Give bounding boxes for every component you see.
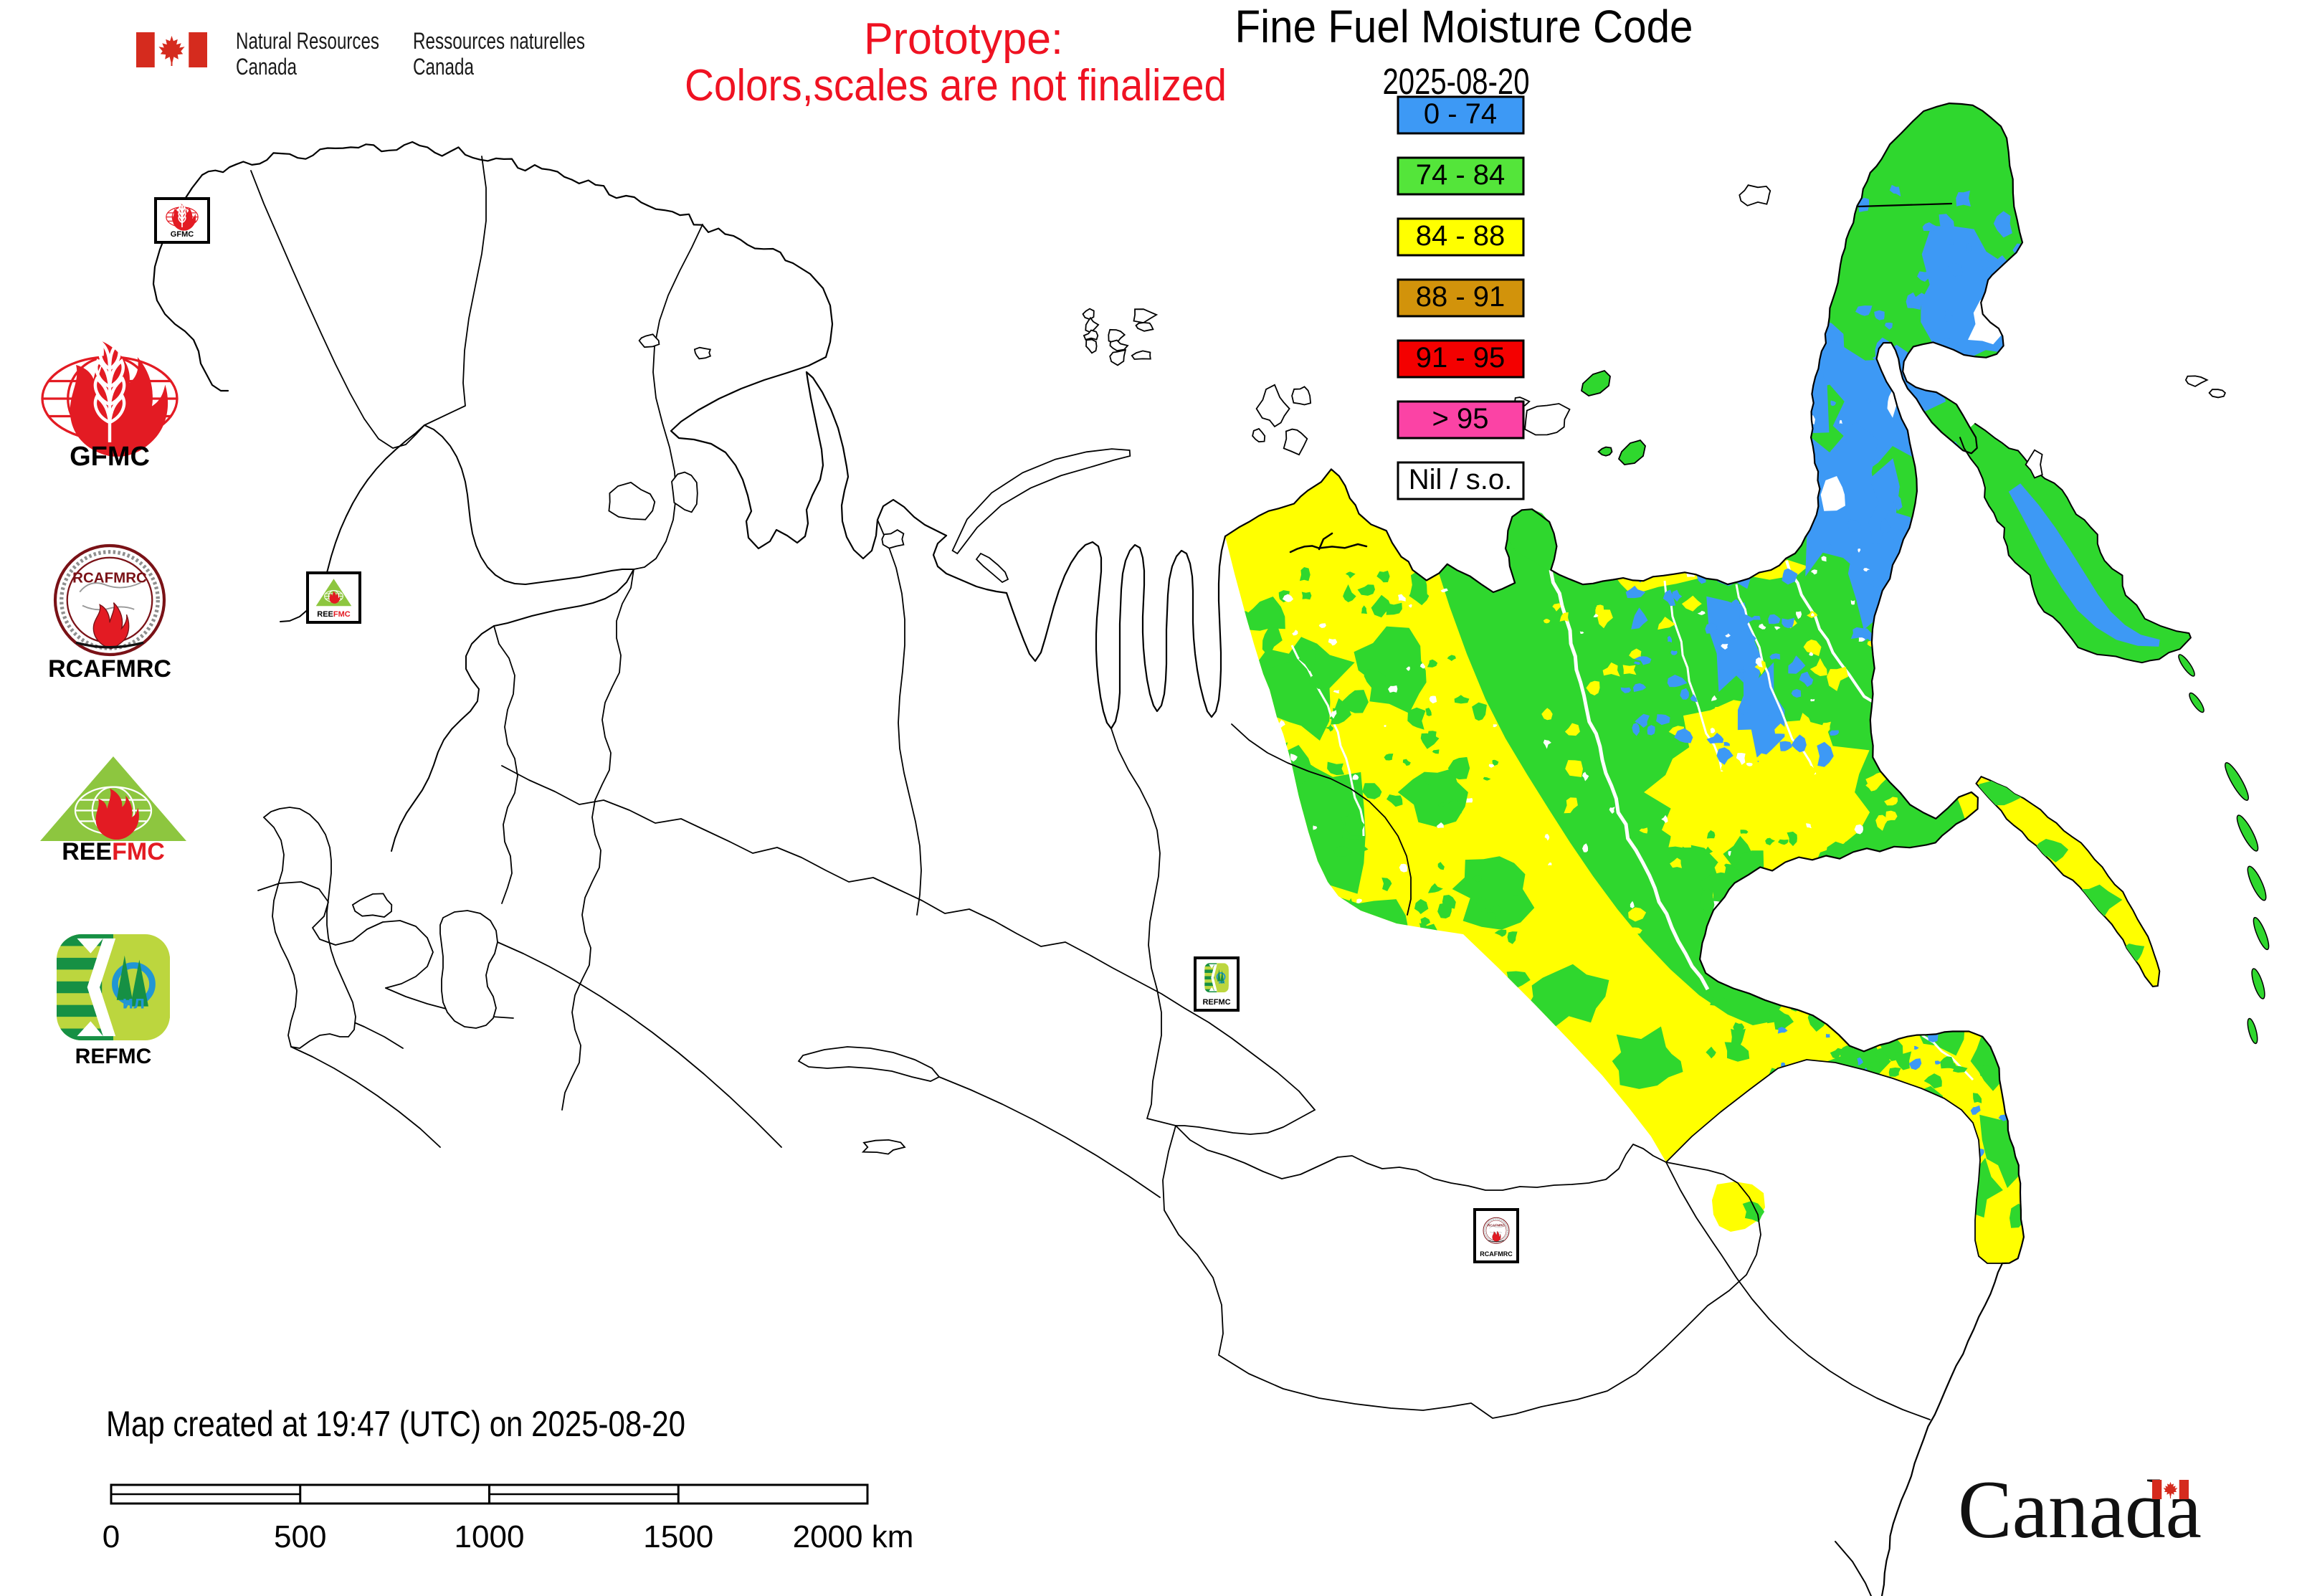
svg-text:REEFMC: REEFMC <box>62 838 165 865</box>
svg-text:2000 km: 2000 km <box>793 1519 914 1554</box>
svg-text:Ressources naturelles: Ressources naturelles <box>413 28 585 54</box>
svg-text:1500: 1500 <box>643 1519 713 1554</box>
svg-text:> 95: > 95 <box>1432 403 1489 434</box>
svg-text:1000: 1000 <box>455 1519 525 1554</box>
svg-text:Canada: Canada <box>413 54 474 80</box>
svg-text:REFMC: REFMC <box>75 1045 152 1068</box>
svg-text:Nil / s.o.: Nil / s.o. <box>1409 464 1512 495</box>
svg-text:RCAFMRC: RCAFMRC <box>1488 1223 1506 1227</box>
svg-text:0: 0 <box>103 1519 120 1554</box>
svg-text:REFMC: REFMC <box>1202 998 1230 1007</box>
svg-text:Fine Fuel Moisture Code: Fine Fuel Moisture Code <box>1235 1 1693 52</box>
svg-text:0 - 74: 0 - 74 <box>1424 98 1497 130</box>
svg-text:74 - 84: 74 - 84 <box>1416 159 1506 191</box>
svg-text:2025-08-20: 2025-08-20 <box>1383 61 1530 102</box>
svg-text:RCAFMRC: RCAFMRC <box>72 570 147 586</box>
svg-text:Map created at 19:47 (UTC) on: Map created at 19:47 (UTC) on 2025-08-20 <box>106 1404 685 1444</box>
svg-text:500: 500 <box>274 1519 326 1554</box>
svg-text:Prototype:: Prototype: <box>864 14 1063 64</box>
svg-text:Canada: Canada <box>236 54 297 80</box>
svg-text:ил: ил <box>123 993 145 1013</box>
svg-text:RCAFMRC: RCAFMRC <box>48 655 171 683</box>
svg-text:84 - 88: 84 - 88 <box>1416 220 1506 252</box>
svg-text:Canada: Canada <box>1958 1464 2202 1555</box>
svg-text:91 - 95: 91 - 95 <box>1416 342 1506 374</box>
svg-text:GFMC: GFMC <box>171 230 194 239</box>
svg-text:Colors,scales are not finalize: Colors,scales are not finalized <box>685 61 1227 110</box>
svg-text:ил: ил <box>1219 980 1225 985</box>
svg-text:Natural Resources: Natural Resources <box>236 28 379 54</box>
svg-text:REEFMC: REEFMC <box>317 610 351 619</box>
svg-text:RCAFMRC: RCAFMRC <box>1480 1250 1513 1258</box>
svg-text:GFMC: GFMC <box>70 442 150 472</box>
svg-text:88 - 91: 88 - 91 <box>1416 281 1506 313</box>
